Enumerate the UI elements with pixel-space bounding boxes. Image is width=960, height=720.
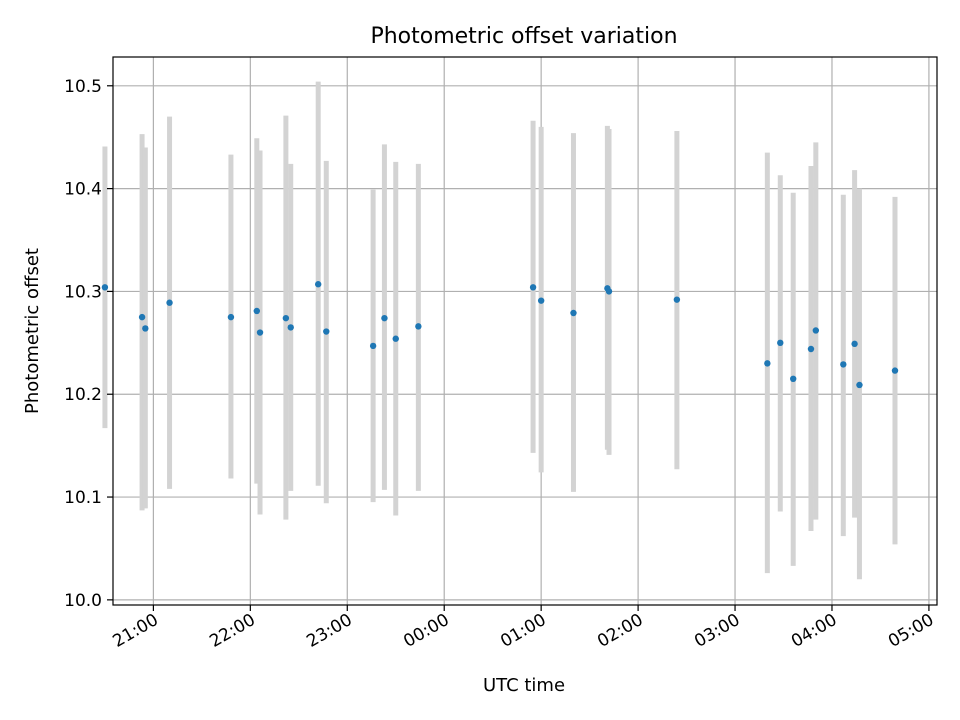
data-points bbox=[101, 281, 899, 389]
x-tick-label: 04:00 bbox=[788, 610, 840, 652]
data-point bbox=[891, 367, 899, 374]
data-point bbox=[253, 307, 260, 315]
data-point bbox=[856, 381, 863, 389]
y-tick-label: 10.1 bbox=[64, 488, 102, 508]
data-point bbox=[138, 313, 146, 321]
x-tick-label: 23:00 bbox=[303, 610, 355, 652]
data-point bbox=[369, 342, 377, 350]
x-axis-label: UTC time bbox=[483, 675, 565, 696]
data-point bbox=[570, 309, 577, 317]
data-point bbox=[790, 375, 797, 383]
data-point bbox=[764, 360, 771, 367]
x-tick-label: 01:00 bbox=[497, 610, 549, 652]
y-tick-label: 10.5 bbox=[64, 77, 102, 97]
data-point bbox=[673, 296, 681, 303]
data-point bbox=[287, 324, 294, 331]
x-tick-label: 22:00 bbox=[206, 610, 258, 652]
x-tick-label: 21:00 bbox=[109, 610, 161, 652]
data-point bbox=[101, 284, 109, 291]
data-point bbox=[851, 340, 858, 348]
data-point bbox=[381, 314, 388, 322]
y-tick-label: 10.4 bbox=[64, 180, 102, 200]
data-point bbox=[256, 329, 264, 336]
y-tick-label: 10.0 bbox=[64, 591, 102, 611]
x-tick-label: 00:00 bbox=[400, 610, 452, 652]
x-tick-label: 02:00 bbox=[594, 610, 646, 652]
axis-ticks: 10.0 10.1 10.2 10.3 10.4 10.5 21:00 22:00 23:00 0… bbox=[64, 77, 937, 652]
x-tick-label: 05:00 bbox=[885, 610, 937, 652]
plot-area-frame bbox=[112, 56, 938, 606]
data-point bbox=[807, 345, 815, 353]
data-point bbox=[537, 297, 545, 304]
data-point bbox=[415, 323, 422, 330]
data-point bbox=[314, 281, 322, 288]
data-point bbox=[166, 299, 173, 306]
data-point bbox=[605, 288, 613, 295]
y-tick-label: 10.2 bbox=[64, 385, 102, 405]
data-point bbox=[323, 328, 330, 335]
data-point bbox=[840, 361, 847, 368]
data-point bbox=[529, 284, 537, 291]
data-point bbox=[142, 325, 149, 332]
data-point bbox=[777, 339, 784, 347]
y-tick-label: 10.3 bbox=[64, 282, 102, 302]
data-point bbox=[282, 314, 290, 322]
chart-title: Photometric offset variation bbox=[370, 24, 677, 49]
error-bars bbox=[102, 81, 898, 580]
data-point bbox=[812, 327, 820, 334]
data-point bbox=[392, 335, 399, 342]
data-point bbox=[227, 313, 235, 321]
y-axis-label: Photometric offset bbox=[22, 248, 43, 414]
x-tick-label: 03:00 bbox=[691, 610, 743, 652]
